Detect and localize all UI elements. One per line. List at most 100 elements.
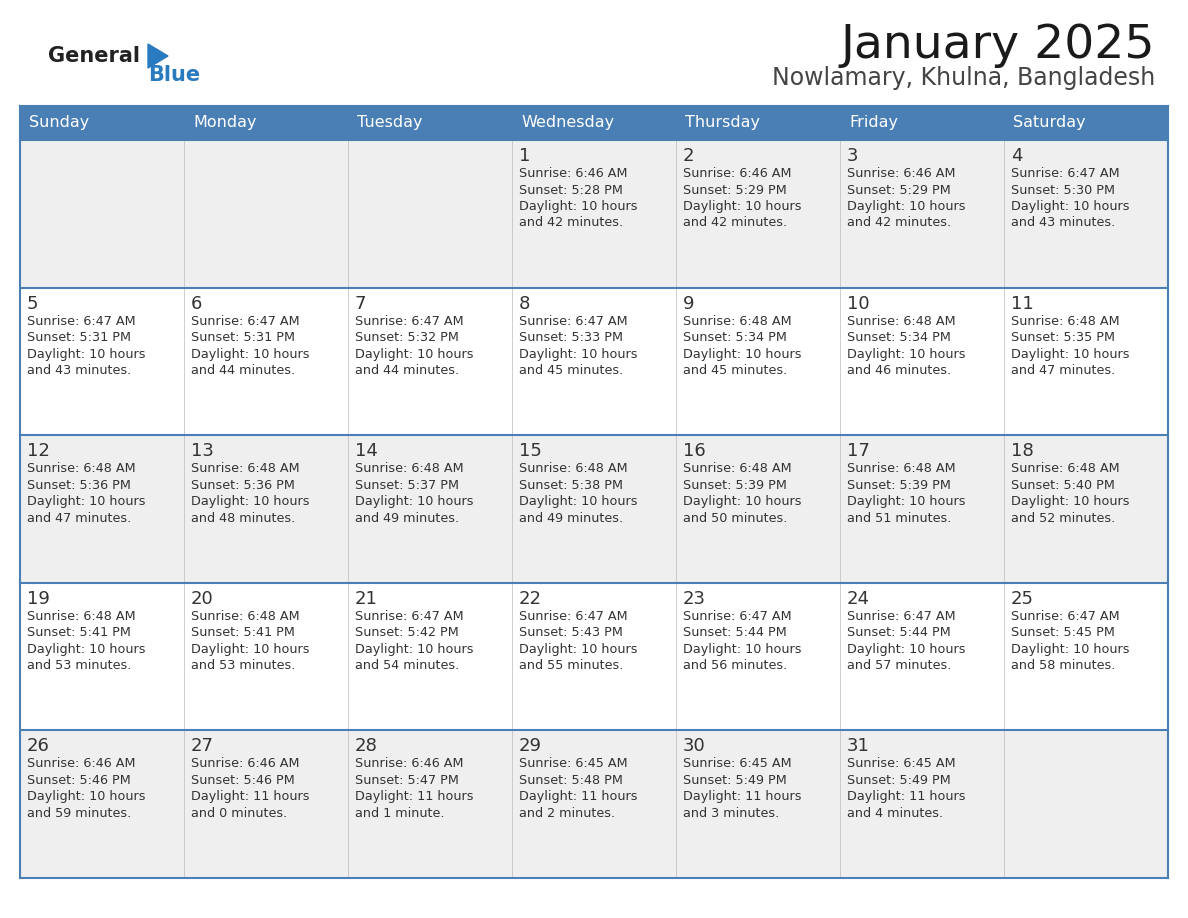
Text: 25: 25	[1011, 589, 1034, 608]
Text: Sunrise: 6:47 AM: Sunrise: 6:47 AM	[27, 315, 135, 328]
Text: Daylight: 10 hours: Daylight: 10 hours	[519, 200, 638, 213]
Bar	[348, 731, 512, 878]
Text: 22: 22	[519, 589, 542, 608]
Text: Daylight: 10 hours: Daylight: 10 hours	[1011, 200, 1130, 213]
Text: Daylight: 10 hours: Daylight: 10 hours	[519, 495, 638, 509]
Text: 30: 30	[683, 737, 706, 756]
Bar	[840, 583, 1004, 731]
Text: 10: 10	[847, 295, 870, 313]
Bar	[1004, 140, 1168, 287]
Text: Daylight: 10 hours: Daylight: 10 hours	[683, 643, 802, 655]
Text: Sunset: 5:46 PM: Sunset: 5:46 PM	[27, 774, 131, 787]
Text: Sunrise: 6:46 AM: Sunrise: 6:46 AM	[847, 167, 955, 180]
Bar	[20, 435, 184, 583]
Text: and 42 minutes.: and 42 minutes.	[683, 217, 788, 230]
Text: Sunrise: 6:48 AM: Sunrise: 6:48 AM	[27, 610, 135, 622]
Text: Sunset: 5:34 PM: Sunset: 5:34 PM	[847, 331, 950, 344]
Text: Daylight: 10 hours: Daylight: 10 hours	[1011, 643, 1130, 655]
Text: Tuesday: Tuesday	[358, 116, 423, 130]
Text: Sunrise: 6:47 AM: Sunrise: 6:47 AM	[355, 610, 463, 622]
Text: Sunrise: 6:48 AM: Sunrise: 6:48 AM	[191, 462, 299, 476]
Text: Sunrise: 6:48 AM: Sunrise: 6:48 AM	[27, 462, 135, 476]
Text: Sunset: 5:29 PM: Sunset: 5:29 PM	[683, 184, 786, 196]
Text: Sunrise: 6:47 AM: Sunrise: 6:47 AM	[519, 610, 627, 622]
Text: 4: 4	[1011, 147, 1023, 165]
Text: and 1 minute.: and 1 minute.	[355, 807, 444, 820]
Bar	[20, 287, 184, 435]
Bar	[676, 583, 840, 731]
Bar	[184, 731, 348, 878]
Text: Daylight: 10 hours: Daylight: 10 hours	[355, 348, 474, 361]
Bar	[512, 140, 676, 287]
Text: and 43 minutes.: and 43 minutes.	[1011, 217, 1116, 230]
Text: Sunset: 5:45 PM: Sunset: 5:45 PM	[1011, 626, 1114, 639]
Text: Daylight: 10 hours: Daylight: 10 hours	[847, 643, 966, 655]
Text: and 57 minutes.: and 57 minutes.	[847, 659, 952, 672]
Text: Sunrise: 6:45 AM: Sunrise: 6:45 AM	[683, 757, 791, 770]
Bar	[840, 287, 1004, 435]
Text: Sunset: 5:28 PM: Sunset: 5:28 PM	[519, 184, 623, 196]
Text: Daylight: 10 hours: Daylight: 10 hours	[847, 200, 966, 213]
Text: 24: 24	[847, 589, 870, 608]
Text: Sunrise: 6:48 AM: Sunrise: 6:48 AM	[355, 462, 463, 476]
Text: Sunrise: 6:45 AM: Sunrise: 6:45 AM	[519, 757, 627, 770]
Text: Sunset: 5:32 PM: Sunset: 5:32 PM	[355, 331, 459, 344]
Text: Saturday: Saturday	[1013, 116, 1086, 130]
Text: 21: 21	[355, 589, 378, 608]
Text: Sunrise: 6:46 AM: Sunrise: 6:46 AM	[683, 167, 791, 180]
Text: and 45 minutes.: and 45 minutes.	[683, 364, 788, 377]
Text: Daylight: 10 hours: Daylight: 10 hours	[27, 495, 145, 509]
Text: and 50 minutes.: and 50 minutes.	[683, 511, 788, 525]
Bar	[1004, 583, 1168, 731]
Text: Sunrise: 6:48 AM: Sunrise: 6:48 AM	[683, 462, 791, 476]
Bar	[840, 731, 1004, 878]
Text: Sunset: 5:39 PM: Sunset: 5:39 PM	[683, 478, 786, 492]
Text: Daylight: 10 hours: Daylight: 10 hours	[683, 495, 802, 509]
Text: Sunset: 5:36 PM: Sunset: 5:36 PM	[191, 478, 295, 492]
Bar	[512, 731, 676, 878]
Text: Sunset: 5:31 PM: Sunset: 5:31 PM	[191, 331, 295, 344]
Text: Sunset: 5:48 PM: Sunset: 5:48 PM	[519, 774, 623, 787]
Text: Daylight: 10 hours: Daylight: 10 hours	[683, 348, 802, 361]
Text: Daylight: 10 hours: Daylight: 10 hours	[519, 643, 638, 655]
Text: 29: 29	[519, 737, 542, 756]
Bar	[512, 106, 676, 140]
Text: Daylight: 10 hours: Daylight: 10 hours	[847, 348, 966, 361]
Text: Daylight: 10 hours: Daylight: 10 hours	[847, 495, 966, 509]
Text: 14: 14	[355, 442, 378, 460]
Text: 20: 20	[191, 589, 214, 608]
Text: Sunset: 5:42 PM: Sunset: 5:42 PM	[355, 626, 459, 639]
Bar	[512, 435, 676, 583]
Text: and 49 minutes.: and 49 minutes.	[355, 511, 459, 525]
Bar	[840, 140, 1004, 287]
Bar	[1004, 106, 1168, 140]
Text: and 0 minutes.: and 0 minutes.	[191, 807, 287, 820]
Text: Daylight: 10 hours: Daylight: 10 hours	[519, 348, 638, 361]
Text: 12: 12	[27, 442, 50, 460]
Text: Sunrise: 6:47 AM: Sunrise: 6:47 AM	[519, 315, 627, 328]
Polygon shape	[148, 44, 168, 68]
Text: Sunrise: 6:47 AM: Sunrise: 6:47 AM	[847, 610, 955, 622]
Bar	[20, 731, 184, 878]
Bar	[676, 140, 840, 287]
Bar	[676, 287, 840, 435]
Text: Sunrise: 6:48 AM: Sunrise: 6:48 AM	[191, 610, 299, 622]
Text: and 43 minutes.: and 43 minutes.	[27, 364, 131, 377]
Text: Daylight: 10 hours: Daylight: 10 hours	[191, 643, 310, 655]
Text: 1: 1	[519, 147, 530, 165]
Text: 3: 3	[847, 147, 859, 165]
Text: 15: 15	[519, 442, 542, 460]
Text: and 44 minutes.: and 44 minutes.	[191, 364, 295, 377]
Text: Daylight: 10 hours: Daylight: 10 hours	[1011, 495, 1130, 509]
Text: Sunrise: 6:47 AM: Sunrise: 6:47 AM	[355, 315, 463, 328]
Text: Daylight: 10 hours: Daylight: 10 hours	[27, 643, 145, 655]
Text: 23: 23	[683, 589, 706, 608]
Text: Nowlamary, Khulna, Bangladesh: Nowlamary, Khulna, Bangladesh	[772, 66, 1155, 90]
Text: Sunset: 5:44 PM: Sunset: 5:44 PM	[847, 626, 950, 639]
Text: Sunset: 5:41 PM: Sunset: 5:41 PM	[191, 626, 295, 639]
Text: 31: 31	[847, 737, 870, 756]
Text: Sunset: 5:49 PM: Sunset: 5:49 PM	[683, 774, 786, 787]
Text: 7: 7	[355, 295, 367, 313]
Bar	[20, 140, 184, 287]
Bar	[1004, 435, 1168, 583]
